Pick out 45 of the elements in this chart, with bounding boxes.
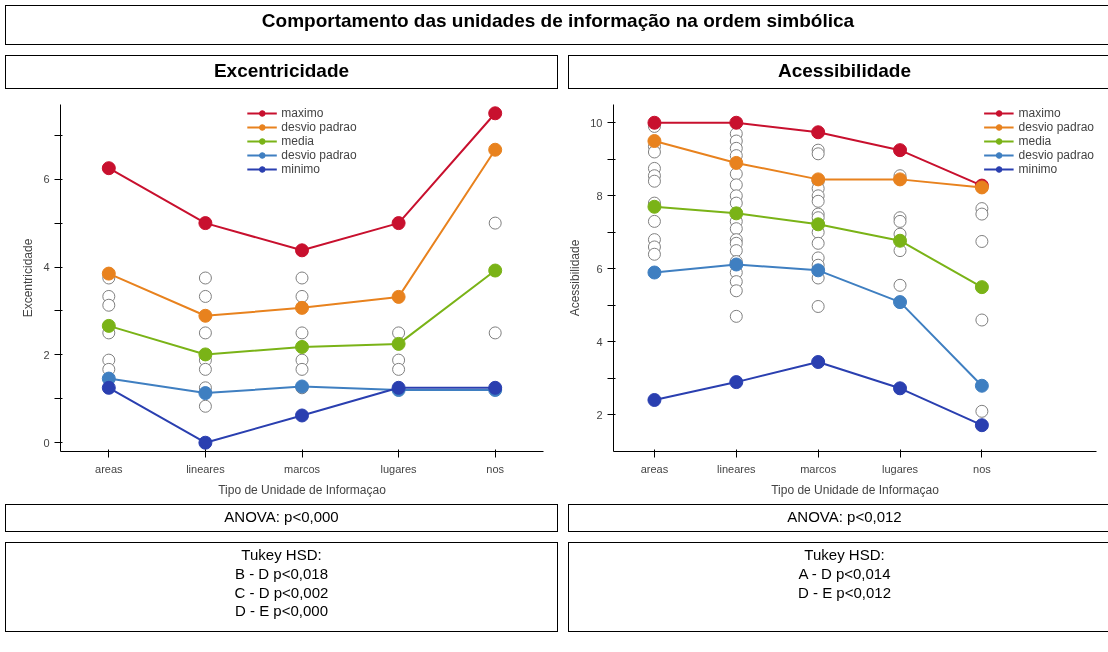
- x-tick-label: areas: [640, 462, 669, 475]
- y-tick-label: 0: [43, 436, 50, 449]
- x-axis-title: Tipo de Unidade de Informaçao: [218, 482, 387, 497]
- legend-label: desvio padrao: [1018, 148, 1094, 162]
- chart-subtitle: Excentricidade: [213, 59, 350, 83]
- x-tick-label: lugares: [380, 462, 418, 475]
- legend-label: minimo: [1018, 162, 1058, 176]
- y-tick-label: 6: [596, 262, 603, 275]
- y-tick-label: 8: [596, 189, 603, 202]
- y-tick-label: 2: [43, 348, 50, 361]
- legend-label: desvio padrao: [281, 148, 357, 162]
- chart-title: Acessibilidade: [777, 59, 912, 83]
- legend-label: media: [1018, 134, 1052, 148]
- x-tick-label: lugares: [881, 462, 919, 475]
- chart-title: Comportamento das unidades de informação na ordem simbólica: [261, 9, 855, 33]
- y-tick-label: 4: [43, 261, 50, 274]
- legend-label: maximo: [281, 106, 324, 120]
- text: ANOVA: p<0,012: [787, 508, 902, 527]
- y-tick-label: 10: [590, 116, 603, 129]
- text: Tukey HSD:: [804, 546, 885, 563]
- legend-label: desvio padrao: [1018, 120, 1094, 134]
- legend-label: desvio padrao: [281, 120, 357, 134]
- text: ANOVA: p<0,000: [224, 508, 339, 527]
- text: B - D p<0,018: [235, 564, 328, 582]
- text: D - E p<0,012: [798, 583, 891, 601]
- legend-label: maximo: [1018, 106, 1061, 120]
- x-tick-label: lineares: [717, 462, 757, 475]
- text: Tukey HSD:: [241, 546, 322, 563]
- y-tick-label: 6: [43, 173, 50, 186]
- text: C - D p<0,002: [234, 583, 329, 601]
- x-tick-label: nos: [486, 462, 505, 475]
- x-tick-label: lineares: [186, 462, 226, 475]
- y-axis-title: Excentricidade: [21, 238, 36, 318]
- x-tick-label: areas: [95, 462, 124, 475]
- x-tick-label: nos: [973, 462, 992, 475]
- x-tick-label: marcos: [283, 462, 321, 475]
- x-tick-label: marcos: [800, 462, 837, 475]
- legend-label: minimo: [281, 162, 320, 176]
- legend-label: media: [281, 134, 314, 148]
- text: D - E p<0,000: [235, 602, 328, 620]
- x-axis-title: Tipo de Unidade de Informaçao: [771, 482, 940, 497]
- y-tick-label: 2: [596, 408, 603, 421]
- y-axis-title: Acessibilidade: [568, 239, 583, 317]
- text: A - D p<0,014: [798, 564, 891, 582]
- y-tick-label: 4: [596, 335, 603, 348]
